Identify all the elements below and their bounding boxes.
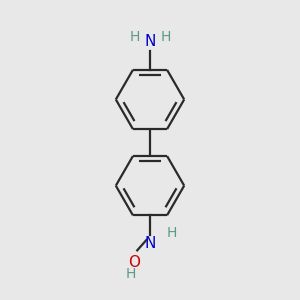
Text: O: O [128, 255, 140, 270]
Text: N: N [144, 34, 156, 50]
Text: H: H [160, 30, 171, 44]
Text: N: N [144, 236, 156, 251]
Text: H: H [129, 30, 140, 44]
Text: H: H [166, 226, 177, 240]
Text: H: H [125, 267, 136, 281]
